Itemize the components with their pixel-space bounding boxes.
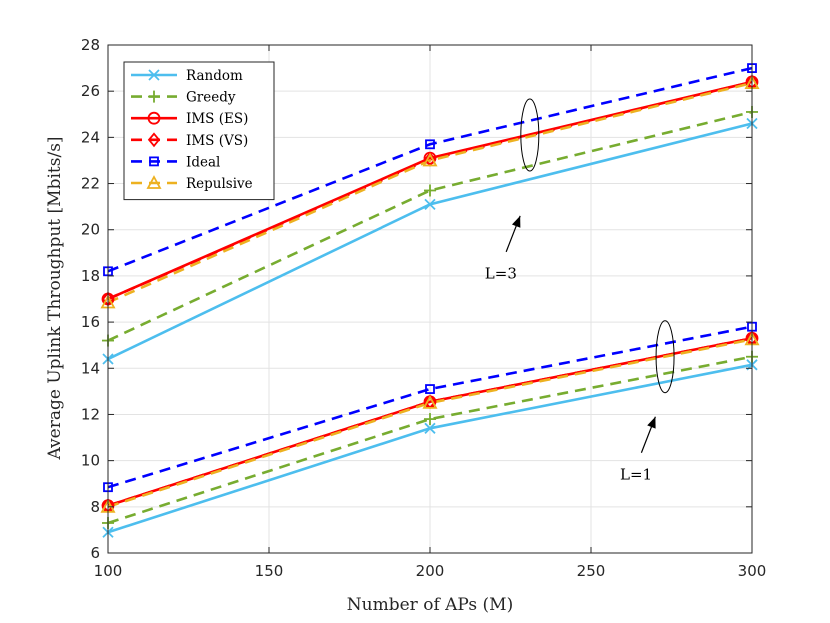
- data-point-square: [149, 156, 159, 167]
- y-tick-label: 12: [81, 405, 100, 423]
- x-tick-label: 100: [94, 562, 123, 580]
- y-axis-label: Average Uplink Throughput [Mbits/s]: [45, 136, 65, 460]
- data-point-triangle: [422, 152, 438, 167]
- legend-label: IMS (VS): [186, 133, 248, 149]
- y-tick-label: 16: [81, 313, 100, 331]
- y-tick-label: 24: [81, 128, 100, 146]
- data-point-plus: [424, 413, 436, 426]
- x-tick-label: 200: [416, 562, 445, 580]
- annotation-arrowhead: [511, 215, 521, 228]
- data-point-diamond: [147, 132, 161, 148]
- legend-box: [123, 61, 275, 201]
- series-line-ideal-l3: [107, 66, 753, 273]
- data-point-x: [424, 198, 436, 210]
- legend-label: IMS (ES): [186, 111, 248, 127]
- x-tick-label: 300: [738, 562, 767, 580]
- y-tick-label: 10: [81, 452, 100, 470]
- data-point-triangle: [422, 395, 438, 409]
- legend: Random Greedy IMS (ES) IMS (VS) Ideal Repulsi…: [123, 61, 275, 201]
- y-tick-label: 8: [90, 498, 100, 516]
- annotation-ellipse: [655, 320, 675, 394]
- data-point-circle: [147, 111, 161, 125]
- legend-label: Ideal: [186, 154, 220, 170]
- annotations: L=3 L=1: [485, 98, 675, 483]
- y-tick-label: 14: [81, 359, 100, 377]
- data-point-square: [425, 139, 435, 150]
- x-tick-label: 150: [255, 562, 284, 580]
- y-tick-label: 22: [81, 175, 100, 193]
- x-axis-label: Number of APs (M): [347, 595, 513, 615]
- legend-label: Random: [186, 68, 243, 84]
- y-tick-label: 18: [81, 267, 100, 285]
- data-point-triangle: [146, 175, 162, 189]
- x-tick-label: 250: [577, 562, 606, 580]
- series-line-repulsive-l3: [107, 81, 753, 304]
- legend-label: Repulsive: [186, 176, 253, 192]
- axis-ticks: 100 150 200 250 300 6 8 10 12 14 16 18 20 22 24 26 28: [81, 36, 766, 580]
- data-point-square: [425, 384, 435, 394]
- annotation-arrowhead: [647, 416, 656, 429]
- data-point-plus: [424, 184, 436, 197]
- y-tick-label: 6: [90, 544, 100, 562]
- annotation-label: L=1: [620, 465, 652, 483]
- y-tick-label: 26: [81, 82, 100, 100]
- series-line-greedy-l3: [107, 110, 753, 342]
- legend-label: Greedy: [186, 90, 236, 106]
- data-point-x: [148, 69, 160, 81]
- annotation-label: L=3: [485, 265, 517, 283]
- y-tick-label: 28: [81, 36, 100, 54]
- series-line-repulsive-l1: [107, 338, 753, 509]
- series-line-ideal-l1: [107, 325, 753, 489]
- annotation-ellipse: [520, 98, 540, 172]
- y-tick-label: 20: [81, 221, 100, 239]
- series-line-greedy-l1: [107, 355, 753, 525]
- data-point-x: [424, 422, 436, 434]
- data-point-plus: [148, 90, 160, 103]
